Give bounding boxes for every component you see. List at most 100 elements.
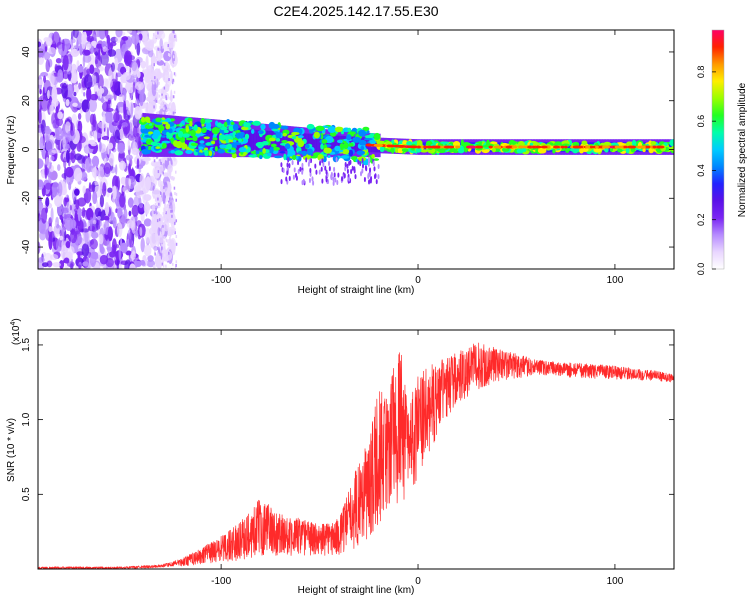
- heatmap-cell: [174, 73, 177, 77]
- heatmap-cell: [61, 226, 66, 233]
- heatmap-cell: [115, 30, 123, 38]
- heatmap-cell: [100, 52, 109, 66]
- heatmap-cell: [132, 81, 136, 93]
- heatmap-cell: [153, 185, 155, 189]
- heatmap-cell: [309, 133, 312, 152]
- x-tick-label: -100: [211, 275, 231, 286]
- heatmap-cell: [342, 148, 350, 155]
- heatmap-cell: [89, 238, 98, 250]
- heatmap-cell: [151, 212, 158, 227]
- heatmap-cell: [175, 260, 178, 264]
- heatmap-cell: [125, 250, 132, 256]
- heatmap-cell: [199, 125, 202, 150]
- heatmap-cell: [326, 134, 329, 152]
- heatmap-cell: [91, 67, 101, 76]
- heatmap-cell: [169, 96, 171, 100]
- heatmap-cell: [314, 134, 317, 152]
- heatmap-cell: [572, 145, 578, 149]
- heatmap-cell: [159, 252, 161, 256]
- heatmap-cell: [318, 134, 321, 152]
- heatmap-cell: [288, 163, 291, 169]
- heatmap-cell: [55, 58, 62, 64]
- heatmap-cell: [153, 245, 158, 251]
- heatmap-cell: [593, 147, 602, 153]
- heatmap-cell: [161, 190, 164, 194]
- heatmap-cell: [121, 213, 127, 227]
- heatmap-cell: [293, 167, 296, 173]
- heatmap-cell: [168, 78, 170, 82]
- heatmap-cell: [223, 121, 228, 128]
- heatmap-cell: [161, 246, 163, 250]
- heatmap-cell: [157, 170, 160, 174]
- heatmap-cell: [312, 133, 315, 152]
- heatmap-cell: [161, 250, 163, 254]
- heatmap-cell: [45, 59, 50, 73]
- heatmap-cell: [287, 157, 290, 163]
- heatmap-cell: [52, 118, 60, 129]
- heatmap-cell: [169, 108, 172, 112]
- heatmap-cell: [91, 231, 99, 239]
- heatmap-cell: [344, 161, 347, 167]
- heatmap-cell: [161, 104, 163, 108]
- heatmap-cell: [348, 160, 351, 166]
- heatmap-cell: [401, 148, 409, 153]
- heatmap-cell: [45, 135, 49, 143]
- heatmap-cell: [350, 131, 356, 135]
- heatmap-cell: [84, 229, 89, 245]
- heatmap-cell: [129, 263, 136, 269]
- heatmap-cell: [199, 140, 205, 144]
- heatmap-cell: [75, 226, 81, 235]
- heatmap-cell: [155, 146, 161, 149]
- heatmap-cell: [185, 149, 193, 154]
- heatmap-cell: [232, 133, 236, 138]
- colorbar-gradient: [712, 30, 724, 269]
- heatmap-cell: [306, 123, 315, 130]
- heatmap-cell: [107, 49, 117, 57]
- heatmap-cell: [373, 158, 380, 161]
- heatmap-cell: [118, 245, 122, 261]
- heatmap-cell: [144, 68, 152, 76]
- heatmap-cell: [156, 219, 159, 223]
- heatmap-cell: [235, 132, 244, 140]
- heatmap-cell: [166, 131, 170, 136]
- heatmap-cell: [274, 131, 277, 151]
- heatmap-cell: [173, 186, 176, 190]
- heatmap-cell: [348, 176, 351, 182]
- heatmap-cell: [77, 207, 81, 222]
- heatmap-cell: [94, 207, 102, 218]
- heatmap-cell: [51, 85, 58, 102]
- heatmap-cell: [340, 155, 350, 159]
- heatmap-cell: [367, 161, 370, 167]
- heatmap-cell: [220, 126, 228, 131]
- heatmap-cell: [133, 260, 143, 268]
- heatmap-cell: [167, 108, 170, 112]
- heatmap-cell: [172, 78, 174, 82]
- heatmap-cell: [362, 126, 370, 132]
- y-tick-label: 0.5: [21, 487, 32, 501]
- heatmap-cell: [166, 225, 169, 229]
- heatmap-cell: [174, 221, 176, 225]
- heatmap-cell: [339, 135, 342, 152]
- heatmap-cell: [552, 148, 556, 154]
- heatmap-cell: [102, 46, 108, 52]
- heatmap-cell: [426, 145, 433, 149]
- heatmap-cell: [341, 176, 344, 182]
- heatmap-cell: [335, 157, 338, 163]
- heatmap-cell: [197, 152, 203, 156]
- heatmap-cell: [153, 211, 156, 215]
- heatmap-cell: [165, 192, 167, 196]
- heatmap-cell: [373, 166, 376, 172]
- heatmap-cell: [152, 187, 155, 191]
- heatmap-cell: [98, 121, 107, 129]
- heatmap-cell: [170, 131, 179, 135]
- heatmap-cell: [328, 166, 331, 172]
- heatmap-cell: [305, 157, 308, 163]
- heatmap-cell: [72, 102, 78, 107]
- heatmap-cell: [91, 44, 94, 55]
- heatmap-cell: [55, 135, 63, 140]
- heatmap-cell: [54, 126, 63, 135]
- heatmap-cell: [160, 159, 163, 163]
- heatmap-cell: [251, 129, 254, 151]
- heatmap-cell: [141, 128, 150, 134]
- heatmap-cell: [297, 135, 304, 139]
